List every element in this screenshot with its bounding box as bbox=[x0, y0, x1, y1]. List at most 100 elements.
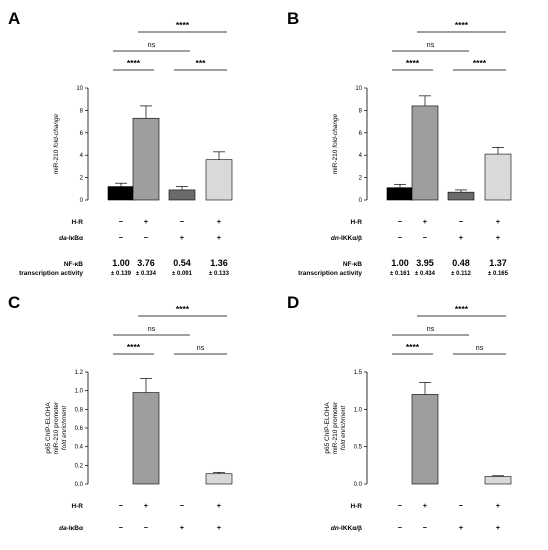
bar-3 bbox=[447, 191, 475, 201]
significance-label: ns bbox=[148, 326, 156, 333]
condition-mark: + bbox=[217, 233, 222, 242]
condition-mark: + bbox=[459, 233, 464, 242]
nfkb-value: 1.00 bbox=[391, 258, 409, 268]
nfkb-value: 3.76 bbox=[137, 258, 155, 268]
significance-label: **** bbox=[176, 20, 190, 30]
y-tick-label: 2 bbox=[80, 176, 84, 182]
condition-mark: − bbox=[119, 501, 124, 510]
condition-mark: + bbox=[217, 217, 222, 226]
y-axis-label: p65 ChIP-ELOHAmiR-210 promoterfold enric… bbox=[324, 401, 347, 454]
condition-mark: − bbox=[119, 217, 124, 226]
nfkb-value: 1.36 bbox=[210, 258, 228, 268]
nfkb-sd: ± 0.091 bbox=[172, 271, 193, 277]
condition-label: H-R bbox=[350, 219, 362, 226]
panel-d: D 0.0 0.5 1.0 1.5 p65 ChIP-ELOHAmiR-210 promo… bbox=[287, 293, 512, 532]
condition-mark: + bbox=[496, 523, 501, 532]
condition-mark: − bbox=[423, 233, 428, 242]
bar-4 bbox=[205, 473, 233, 485]
y-tick-label: 1.0 bbox=[75, 389, 84, 395]
significance-label: ns bbox=[476, 345, 484, 352]
y-tick-label: 0.5 bbox=[354, 445, 363, 451]
significance-label: ns bbox=[197, 345, 205, 352]
y-tick-label: 1.2 bbox=[75, 370, 84, 376]
bar-1 bbox=[386, 187, 414, 201]
significance-label: **** bbox=[176, 304, 190, 314]
nfkb-sd: ± 0.139 bbox=[111, 271, 132, 277]
bar-4 bbox=[484, 153, 512, 201]
y-tick-label: 8 bbox=[80, 108, 84, 114]
significance-label: *** bbox=[196, 58, 207, 68]
condition-mark: + bbox=[144, 217, 149, 226]
y-tick-label: 4 bbox=[359, 153, 363, 159]
y-axis-label: miR-210 fold-change bbox=[332, 113, 339, 174]
condition-mark: + bbox=[423, 501, 428, 510]
condition-mark: + bbox=[496, 233, 501, 242]
condition-mark: + bbox=[496, 217, 501, 226]
y-tick-label: 6 bbox=[359, 131, 363, 137]
panel-letter: D bbox=[287, 293, 299, 312]
condition-mark: − bbox=[144, 523, 149, 532]
condition-mark: + bbox=[180, 523, 185, 532]
condition-mark: − bbox=[398, 217, 403, 226]
nfkb-value: 1.00 bbox=[112, 258, 130, 268]
nfkb-sd: ± 0.165 bbox=[488, 271, 509, 277]
condition-mark: − bbox=[459, 217, 464, 226]
y-axis-label: miR-210 fold-change bbox=[53, 113, 60, 174]
nfkb-sublabel: transcription activity bbox=[298, 270, 362, 277]
y-tick-label: 0.4 bbox=[75, 445, 84, 451]
y-tick-label: 1.5 bbox=[354, 370, 363, 376]
condition-mark: + bbox=[496, 501, 501, 510]
bar-3 bbox=[168, 189, 196, 201]
condition-label: H-R bbox=[71, 219, 83, 226]
condition-mark: + bbox=[217, 501, 222, 510]
condition-mark: − bbox=[398, 233, 403, 242]
y-tick-label: 2 bbox=[359, 176, 363, 182]
bar-2 bbox=[132, 117, 160, 201]
nfkb-label: NF-κB bbox=[343, 261, 362, 268]
significance-label: ns bbox=[427, 326, 435, 333]
significance-label: ns bbox=[427, 42, 435, 49]
condition-label: dn-IKKα/β bbox=[331, 525, 362, 532]
significance-label: **** bbox=[455, 304, 469, 314]
y-tick-label: 0 bbox=[80, 198, 84, 204]
nfkb-label: NF-κB bbox=[64, 261, 83, 268]
y-tick-label: 0.8 bbox=[75, 407, 84, 413]
condition-mark: − bbox=[144, 233, 149, 242]
y-tick-label: 10 bbox=[355, 86, 362, 92]
condition-label: dn-IKKα/β bbox=[331, 235, 362, 242]
condition-mark: + bbox=[459, 523, 464, 532]
panel-letter: C bbox=[8, 293, 20, 312]
nfkb-sd: ± 0.334 bbox=[136, 271, 157, 277]
y-tick-label: 1.0 bbox=[354, 407, 363, 413]
nfkb-value: 0.54 bbox=[173, 258, 191, 268]
y-tick-label: 0 bbox=[359, 198, 363, 204]
nfkb-sd: ± 0.161 bbox=[390, 271, 411, 277]
panel-letter: A bbox=[8, 9, 20, 28]
significance-label: **** bbox=[455, 20, 469, 30]
significance-label: **** bbox=[406, 342, 420, 352]
bar-2 bbox=[411, 394, 439, 485]
condition-mark: − bbox=[423, 523, 428, 532]
bar-2 bbox=[411, 105, 439, 201]
y-tick-label: 6 bbox=[80, 131, 84, 137]
condition-mark: − bbox=[398, 501, 403, 510]
condition-mark: + bbox=[217, 523, 222, 532]
y-tick-label: 0.2 bbox=[75, 463, 84, 469]
condition-mark: − bbox=[119, 233, 124, 242]
bar-1 bbox=[107, 186, 135, 201]
nfkb-sd: ± 0.112 bbox=[451, 271, 471, 277]
condition-mark: − bbox=[180, 217, 185, 226]
y-tick-label: 0.6 bbox=[75, 426, 84, 432]
y-tick-label: 0.0 bbox=[75, 482, 84, 488]
nfkb-value: 1.37 bbox=[489, 258, 507, 268]
condition-mark: − bbox=[398, 523, 403, 532]
significance-label: ns bbox=[148, 42, 156, 49]
significance-label: **** bbox=[127, 342, 141, 352]
nfkb-value: 0.48 bbox=[452, 258, 470, 268]
significance-label: **** bbox=[473, 58, 487, 68]
y-tick-label: 10 bbox=[76, 86, 83, 92]
condition-label: H-R bbox=[350, 503, 362, 510]
condition-mark: − bbox=[459, 501, 464, 510]
